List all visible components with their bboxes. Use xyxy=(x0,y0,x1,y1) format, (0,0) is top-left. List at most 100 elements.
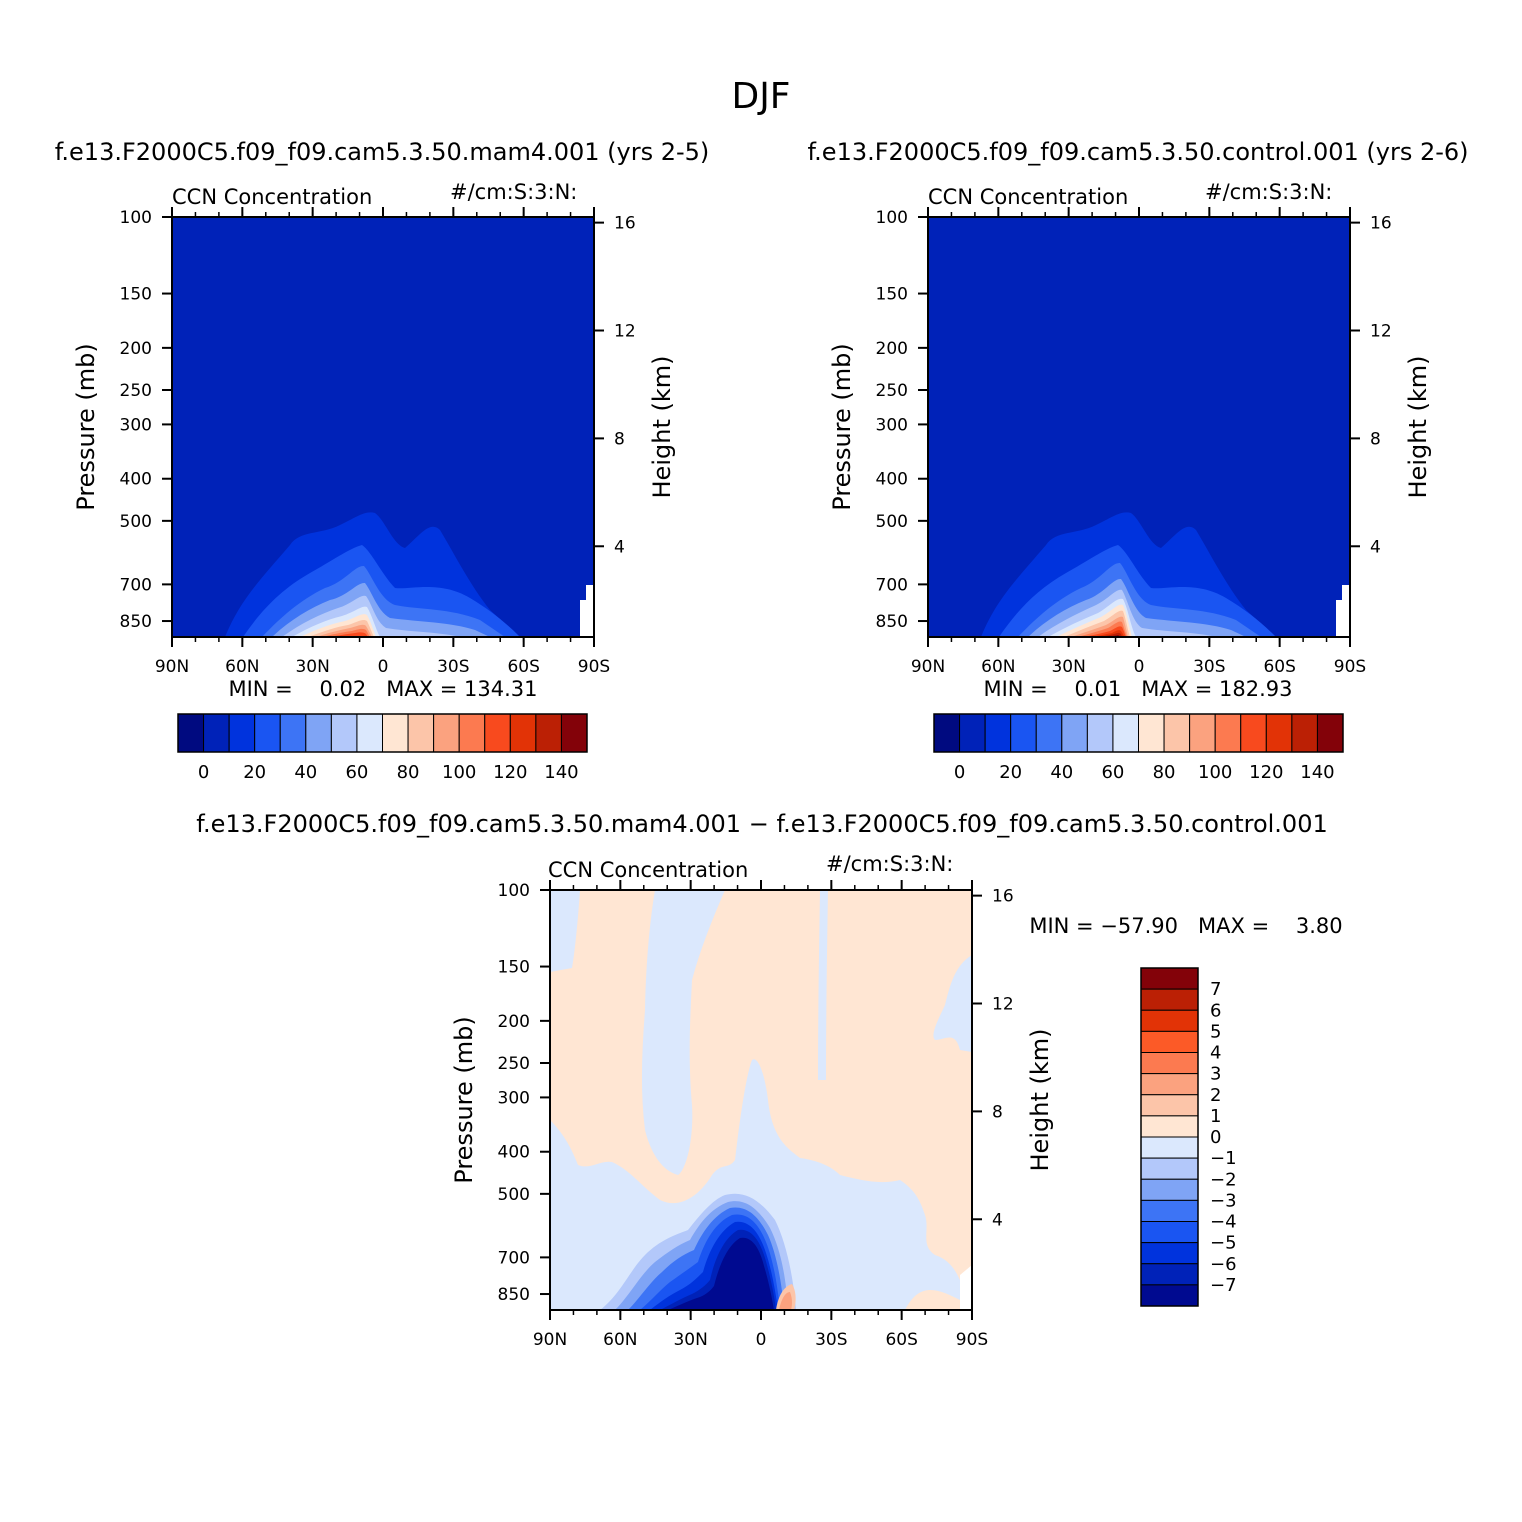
colorbar-box xyxy=(458,713,486,753)
page-title: DJF xyxy=(731,76,790,117)
y-right-tick-label: 16 xyxy=(992,887,1014,907)
colorbar-box xyxy=(1316,713,1344,753)
colorbar-box xyxy=(1291,713,1318,753)
colorbar-box xyxy=(1061,713,1088,753)
y-tick-label: 250 xyxy=(876,381,908,401)
colorbar-box xyxy=(959,713,986,753)
colorbar-box xyxy=(203,713,230,753)
x-tick-label: 30S xyxy=(437,657,469,677)
subtitle-right: #/cm:S:3:N: xyxy=(826,852,953,876)
axes: 90N 60N 30N 0 30S 60S 90S 100 150 200 250 300 400 500… xyxy=(72,207,676,677)
colorbar-label: 0 xyxy=(954,762,965,783)
x-tick-label: 60S xyxy=(507,657,539,677)
colorbar-box xyxy=(177,713,205,753)
colorbar-box xyxy=(1140,1009,1199,1032)
colorbar-label: 20 xyxy=(999,762,1022,783)
contour-field xyxy=(550,890,972,1310)
colorbar-box xyxy=(1112,713,1139,753)
x-tick-label: 30N xyxy=(673,1330,707,1350)
stats-text: MIN = −57.90 MAX = 3.80 xyxy=(1029,914,1342,938)
x-tick-label: 60N xyxy=(603,1330,637,1350)
y-tick-label: 200 xyxy=(876,339,908,359)
colorbar-box xyxy=(535,713,562,753)
y-tick-label: 500 xyxy=(120,512,152,532)
y-right-tick-label: 12 xyxy=(614,322,636,342)
y-tick-label: 100 xyxy=(498,881,530,901)
colorbar-label: 60 xyxy=(345,762,368,783)
y-right-tick-label: 12 xyxy=(1370,322,1392,342)
y-right-tick-label: 12 xyxy=(992,995,1014,1015)
colorbar-label: 20 xyxy=(243,762,266,783)
colorbar-box xyxy=(1140,1242,1199,1265)
colorbar-box xyxy=(1140,1094,1199,1117)
subtitle-right: #/cm:S:3:N: xyxy=(1205,180,1332,204)
subtitle-left: CCN Concentration xyxy=(172,185,372,209)
colorbar: 0 20 40 60 80 100 120 140 xyxy=(933,713,1344,783)
y-right-tick-label: 8 xyxy=(614,429,625,449)
y-tick-label: 150 xyxy=(120,285,152,305)
panel-difference: f.e13.F2000C5.f09_f09.cam5.3.50.mam4.001… xyxy=(196,810,1342,1350)
y-right-axis-label: Height (km) xyxy=(648,356,676,499)
colorbar-label: 120 xyxy=(493,762,527,783)
colorbar-frame xyxy=(177,713,588,753)
panel-title: f.e13.F2000C5.f09_f09.cam5.3.50.control.… xyxy=(807,138,1468,166)
x-tick-label: 90N xyxy=(911,657,945,677)
colorbar-label: −1 xyxy=(1210,1148,1237,1169)
colorbar-label: 7 xyxy=(1210,979,1221,1000)
panel-control: f.e13.F2000C5.f09_f09.cam5.3.50.control.… xyxy=(807,138,1468,783)
colorbar-box xyxy=(382,713,409,753)
axes: 90N 60N 30N 0 30S 60S 90S 100 150 200 250 300 400 500… xyxy=(450,880,1054,1350)
subtitle-right: #/cm:S:3:N: xyxy=(450,180,577,204)
colorbar-box xyxy=(560,713,588,753)
panel-mam4: f.e13.F2000C5.f09_f09.cam5.3.50.mam4.001… xyxy=(55,138,710,783)
y-tick-label: 700 xyxy=(120,575,152,595)
stats-text: MIN = 0.01 MAX = 182.93 xyxy=(983,677,1292,701)
colorbar-box xyxy=(1189,713,1216,753)
y-tick-label: 300 xyxy=(120,415,152,435)
y-tick-label: 500 xyxy=(498,1185,530,1205)
colorbar-label: 140 xyxy=(544,762,578,783)
colorbar-label: −4 xyxy=(1210,1212,1237,1233)
panel-title: f.e13.F2000C5.f09_f09.cam5.3.50.mam4.001… xyxy=(196,810,1327,838)
y-tick-label: 400 xyxy=(498,1143,530,1163)
x-tick-label: 0 xyxy=(1134,657,1145,677)
y-right-tick-label: 8 xyxy=(992,1102,1003,1122)
y-tick-label: 700 xyxy=(498,1248,530,1268)
subtitle-left: CCN Concentration xyxy=(548,858,748,882)
colorbar-label: 40 xyxy=(1050,762,1073,783)
x-tick-label: 90S xyxy=(578,657,610,677)
colorbar-label: 2 xyxy=(1210,1085,1221,1106)
y-tick-label: 300 xyxy=(876,415,908,435)
colorbar-box xyxy=(1140,1030,1199,1053)
colorbar-box xyxy=(1140,1199,1199,1222)
colorbar-label: 4 xyxy=(1210,1043,1221,1064)
colorbar-box xyxy=(1010,713,1037,753)
y-tick-label: 300 xyxy=(498,1088,530,1108)
colorbar-box xyxy=(279,713,307,753)
colorbar-box xyxy=(1140,988,1199,1011)
colorbar-box xyxy=(433,713,460,753)
colorbar-box xyxy=(1140,1052,1199,1075)
y-tick-label: 400 xyxy=(876,470,908,490)
y-right-tick-label: 4 xyxy=(1370,537,1381,557)
y-right-tick-label: 16 xyxy=(614,214,636,234)
colorbar-label: 80 xyxy=(1153,762,1176,783)
y-tick-label: 500 xyxy=(876,512,908,532)
colorbar-box xyxy=(1140,1073,1199,1096)
stats-text: MIN = 0.02 MAX = 134.31 xyxy=(228,677,537,701)
colorbar-box xyxy=(356,713,383,753)
colorbar: 0 20 40 60 80 100 120 140 xyxy=(177,713,588,783)
colorbar-box xyxy=(1086,713,1114,753)
y-right-axis-label: Height (km) xyxy=(1026,1029,1054,1172)
x-tick-label: 90N xyxy=(533,1330,567,1350)
colorbar-box xyxy=(1140,1284,1199,1307)
colorbar-label: −2 xyxy=(1210,1169,1237,1190)
y-tick-label: 850 xyxy=(120,612,152,632)
colorbar-box xyxy=(1140,1157,1199,1180)
colorbar-label: 120 xyxy=(1249,762,1283,783)
x-tick-label: 60N xyxy=(981,657,1015,677)
y-tick-label: 200 xyxy=(120,339,152,359)
panel-title: f.e13.F2000C5.f09_f09.cam5.3.50.mam4.001… xyxy=(55,138,710,166)
colorbar-box xyxy=(1265,713,1293,753)
